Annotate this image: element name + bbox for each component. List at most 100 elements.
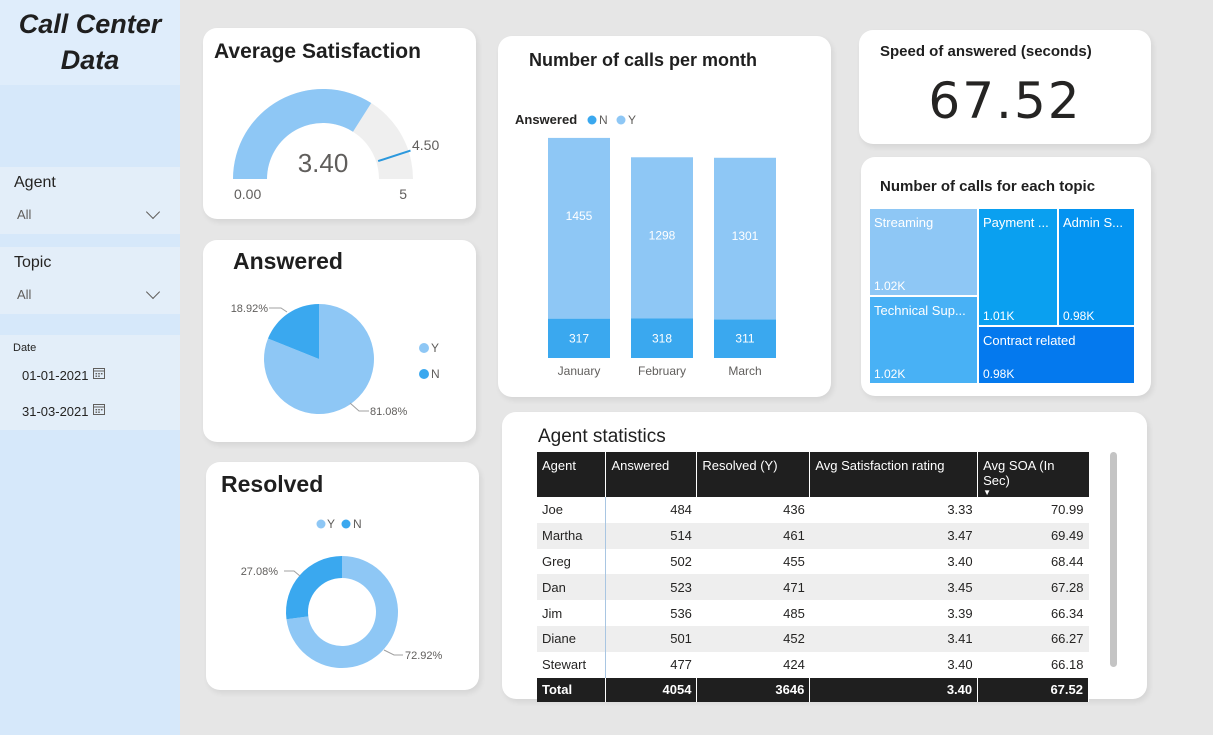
bar-value-label: 318 xyxy=(652,331,672,345)
calls-per-month-card: Number of calls per month Answered N Y 3… xyxy=(498,36,831,397)
treemap-cell-technical-support[interactable]: Technical Sup... 1.02K xyxy=(869,296,978,384)
legend-y-marker xyxy=(419,343,429,353)
app-title: Call Center Data xyxy=(18,9,162,75)
table-row: Greg 502 455 3.40 68.44 xyxy=(537,548,1089,575)
gauge-value: 3.40 xyxy=(298,148,349,178)
gauge-target-marker xyxy=(377,149,411,163)
bar-n-march[interactable] xyxy=(714,319,776,358)
gauge-fill xyxy=(233,89,372,179)
col-header-avg-soa[interactable]: Avg SOA (In Sec) ▼ xyxy=(977,452,1089,497)
answered-label-y: 81.08% xyxy=(370,406,408,418)
bar-value-label: 317 xyxy=(569,331,589,345)
legend-y-label: Y xyxy=(327,517,335,531)
table-row: Joe 484 436 3.33 70.99 xyxy=(537,497,1089,523)
answered-card: Answered 18.92% 81.08% Y N xyxy=(203,240,476,442)
resolved-leader-y xyxy=(383,649,403,656)
table-row: Jim 536 485 3.39 66.34 xyxy=(537,600,1089,626)
legend-n-label: N xyxy=(353,517,362,531)
answered-leader-n xyxy=(269,307,288,313)
resolved-slice-y xyxy=(286,556,398,668)
bar-y-march[interactable] xyxy=(714,157,776,320)
gauge-target-label: 4.50 xyxy=(412,137,439,153)
sidebar: Call Center Data Agent All Topic All Dat… xyxy=(0,0,180,735)
bar-value-label: 1455 xyxy=(566,209,593,223)
satisfaction-card: Average Satisfaction 3.40 0.00 5 4.50 xyxy=(203,28,476,219)
table-row: Stewart 477 424 3.40 66.18 xyxy=(537,651,1089,678)
x-axis-tick-label: February xyxy=(638,364,686,378)
table-row: Martha 514 461 3.47 69.49 xyxy=(537,522,1089,549)
speed-title: Speed of answered (seconds) xyxy=(880,43,1092,60)
treemap-cell-contract-related[interactable]: Contract related 0.98K xyxy=(978,326,1135,384)
resolved-slice-n xyxy=(286,556,342,620)
col-header-agent[interactable]: Agent xyxy=(537,452,606,497)
legend-y-marker xyxy=(316,519,326,529)
calls-per-month-chart: Answered N Y 317 1455 January 318 1298 Februa… xyxy=(515,112,776,378)
answered-pie-chart: 18.92% 81.08% Y N xyxy=(231,303,440,418)
answered-label-n: 18.92% xyxy=(231,303,269,315)
topic-dropdown-value[interactable]: All xyxy=(17,287,32,302)
col-header-resolved[interactable]: Resolved (Y) xyxy=(696,452,810,497)
resolved-leader-n xyxy=(284,570,301,577)
satisfaction-gauge: 3.40 0.00 5 4.50 xyxy=(233,89,439,202)
speed-value: 67.52 xyxy=(928,72,1082,130)
agent-dropdown-value[interactable]: All xyxy=(17,207,32,222)
date-slicer-label: Date xyxy=(13,342,37,354)
agent-stats-title: Agent statistics xyxy=(538,426,666,447)
legend-n-label: N xyxy=(431,367,440,381)
date-slicer: Date 01-01-2021 31-03-2021 xyxy=(0,335,180,430)
agent-slicer-label: Agent xyxy=(14,174,56,191)
topic-slicer-label: Topic xyxy=(14,254,52,271)
app-title-box: Call Center Data xyxy=(0,0,180,85)
gauge-max-label: 5 xyxy=(399,186,407,202)
calendar-icon[interactable] xyxy=(93,367,105,382)
agent-slicer: Agent All xyxy=(0,167,180,234)
bar-value-label: 1298 xyxy=(649,228,676,242)
col-header-answered[interactable]: Answered xyxy=(605,452,697,497)
gauge-min-label: 0.00 xyxy=(234,186,261,202)
treemap-cell-streaming[interactable]: Streaming 1.02K xyxy=(869,208,978,296)
answered-title: Answered xyxy=(233,248,343,274)
sort-descending-icon: ▼ xyxy=(983,488,992,497)
topics-title: Number of calls for each topic xyxy=(880,178,1096,195)
bar-value-label: 1301 xyxy=(732,229,759,243)
table-scrollbar[interactable] xyxy=(1110,452,1117,667)
legend-n-marker xyxy=(341,519,351,529)
legend-y-label: Y xyxy=(431,341,439,355)
resolved-label-y: 72.92% xyxy=(405,650,443,662)
table-total-row: Total 4054 3646 3.40 67.52 xyxy=(537,677,1089,702)
legend-y-label: Y xyxy=(628,113,636,127)
agent-stats-table: Agent Answered Resolved (Y) Avg Satisfac… xyxy=(537,452,1089,702)
satisfaction-title: Average Satisfaction xyxy=(214,40,421,63)
calls-per-month-title: Number of calls per month xyxy=(529,50,758,70)
legend-n-marker xyxy=(419,369,429,379)
table-header-row: Agent Answered Resolved (Y) Avg Satisfac… xyxy=(537,452,1089,497)
chevron-down-icon[interactable] xyxy=(145,204,161,220)
col-header-avg-satisfaction[interactable]: Avg Satisfaction rating xyxy=(809,452,978,497)
resolved-title: Resolved xyxy=(221,471,324,497)
chevron-down-icon[interactable] xyxy=(145,284,161,300)
resolved-donut-chart: Y N 27.08% 72.92% xyxy=(241,517,443,668)
legend-n-label: N xyxy=(599,113,608,127)
legend-y-marker xyxy=(616,115,626,125)
bar-n-january[interactable] xyxy=(548,318,610,358)
x-axis-tick-label: January xyxy=(558,364,601,378)
bar-y-january[interactable] xyxy=(548,137,610,319)
answered-leader-y xyxy=(349,402,369,412)
table-row: Dan 523 471 3.45 67.28 xyxy=(537,574,1089,601)
table-row: Diane 501 452 3.41 66.27 xyxy=(537,625,1089,652)
resolved-label-n: 27.08% xyxy=(241,566,279,578)
resolved-card: Resolved Y N 27.08% 72.92% xyxy=(206,462,479,690)
legend-title: Answered xyxy=(515,112,577,127)
bar-value-label: 311 xyxy=(735,332,754,346)
start-date-input[interactable]: 01-01-2021 xyxy=(22,368,89,383)
end-date-input[interactable]: 31-03-2021 xyxy=(22,404,89,419)
treemap-cell-payment[interactable]: Payment ... 1.01K xyxy=(978,208,1058,326)
x-axis-tick-label: March xyxy=(728,364,761,378)
answered-slice-n xyxy=(267,304,319,359)
treemap-cell-admin-support[interactable]: Admin S... 0.98K xyxy=(1058,208,1135,326)
bar-y-february[interactable] xyxy=(631,157,693,319)
bar-n-february[interactable] xyxy=(631,318,693,358)
topic-slicer: Topic All xyxy=(0,247,180,314)
speed-card: Speed of answered (seconds) 67.52 xyxy=(859,30,1151,144)
calendar-icon[interactable] xyxy=(93,403,105,418)
